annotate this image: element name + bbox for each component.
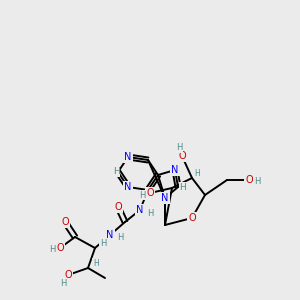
Text: H: H xyxy=(254,178,260,187)
Text: H: H xyxy=(60,278,66,287)
Text: N: N xyxy=(161,193,169,203)
Text: N: N xyxy=(136,205,144,215)
Text: H: H xyxy=(100,238,106,247)
Text: O: O xyxy=(114,202,122,212)
Text: O: O xyxy=(61,217,69,227)
Text: N: N xyxy=(106,230,114,240)
Text: N: N xyxy=(124,152,132,162)
Text: H: H xyxy=(93,259,99,268)
Text: H: H xyxy=(147,208,153,217)
Text: O: O xyxy=(245,175,253,185)
Text: N: N xyxy=(124,182,132,192)
Text: H: H xyxy=(176,143,182,152)
Text: N: N xyxy=(171,165,179,175)
Text: O: O xyxy=(64,270,72,280)
Text: H: H xyxy=(112,167,119,176)
Text: O: O xyxy=(188,213,196,223)
Text: H: H xyxy=(49,245,55,254)
Text: H: H xyxy=(117,233,123,242)
Text: O: O xyxy=(178,151,186,161)
Text: H: H xyxy=(194,169,200,178)
Text: H: H xyxy=(139,190,145,200)
Text: O: O xyxy=(146,188,154,198)
Text: H: H xyxy=(180,182,186,191)
Text: O: O xyxy=(56,243,64,253)
